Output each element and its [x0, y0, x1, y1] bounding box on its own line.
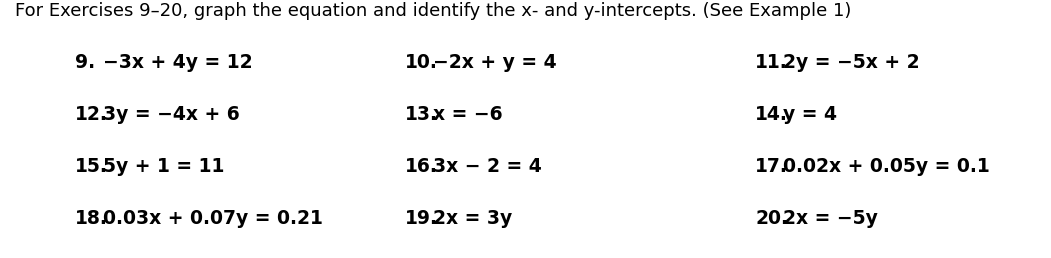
- Text: 20.: 20.: [755, 209, 788, 228]
- Text: 19.: 19.: [405, 209, 438, 228]
- Text: 16.: 16.: [405, 157, 438, 176]
- Text: 12.: 12.: [75, 105, 108, 124]
- Text: 3y = −4x + 6: 3y = −4x + 6: [103, 105, 240, 124]
- Text: 5y + 1 = 11: 5y + 1 = 11: [103, 157, 224, 176]
- Text: 10.: 10.: [405, 53, 438, 72]
- Text: 0.02x + 0.05y = 0.1: 0.02x + 0.05y = 0.1: [783, 157, 990, 176]
- Text: For Exercises 9–20, graph the equation and identify the x- and y-intercepts. (Se: For Exercises 9–20, graph the equation a…: [15, 2, 851, 20]
- Text: −2x + y = 4: −2x + y = 4: [433, 53, 557, 72]
- Text: 17.: 17.: [755, 157, 788, 176]
- Text: −3x + 4y = 12: −3x + 4y = 12: [103, 53, 252, 72]
- Text: 11.: 11.: [755, 53, 788, 72]
- Text: y = 4: y = 4: [783, 105, 837, 124]
- Text: 9.: 9.: [75, 53, 96, 72]
- Text: 3x − 2 = 4: 3x − 2 = 4: [433, 157, 541, 176]
- Text: 0.03x + 0.07y = 0.21: 0.03x + 0.07y = 0.21: [103, 209, 323, 228]
- Text: 14.: 14.: [755, 105, 788, 124]
- Text: 18.: 18.: [75, 209, 108, 228]
- Text: 13.: 13.: [405, 105, 438, 124]
- Text: 2x = 3y: 2x = 3y: [433, 209, 512, 228]
- Text: 2x = −5y: 2x = −5y: [783, 209, 878, 228]
- Text: 2y = −5x + 2: 2y = −5x + 2: [783, 53, 920, 72]
- Text: x = −6: x = −6: [433, 105, 502, 124]
- Text: 15.: 15.: [75, 157, 108, 176]
